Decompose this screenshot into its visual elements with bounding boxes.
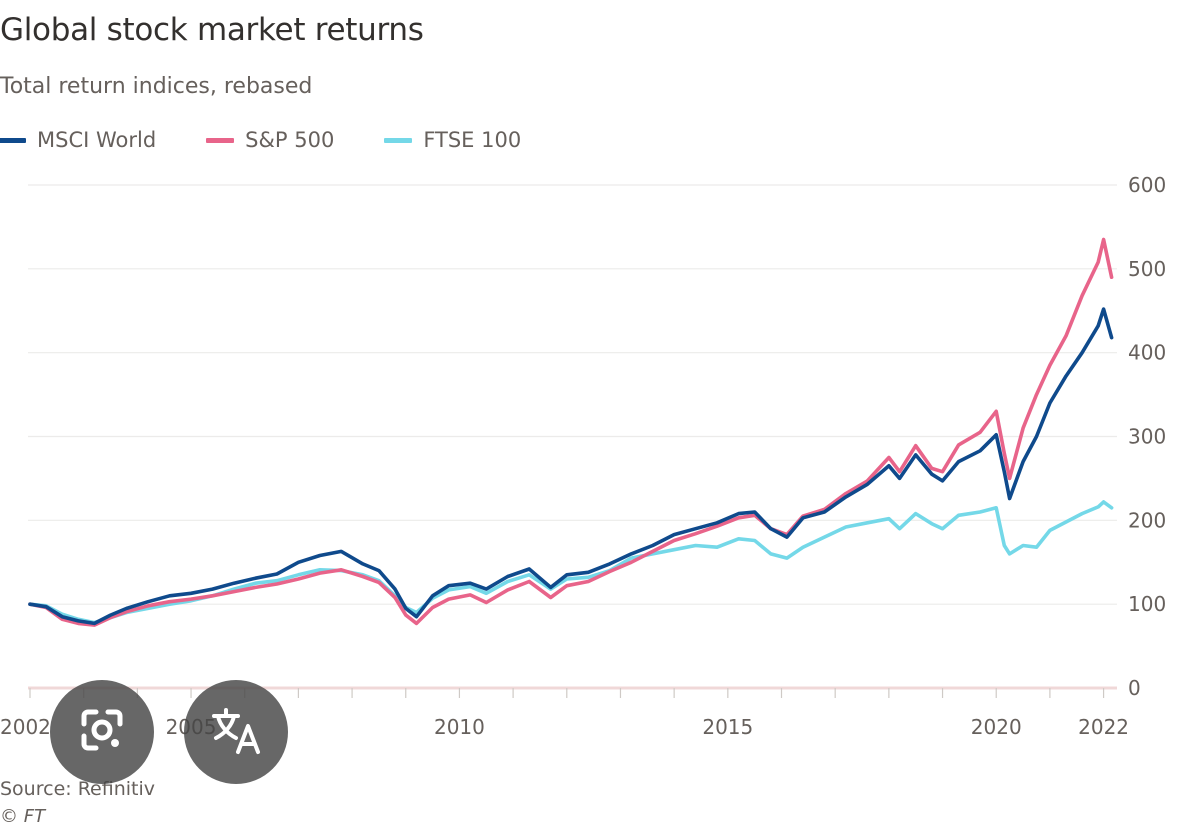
source-note: Source: Refinitiv bbox=[0, 778, 155, 800]
translate-button[interactable] bbox=[184, 680, 288, 784]
y-tick-label-0: 0 bbox=[1128, 676, 1141, 700]
copyright-credit: © FT bbox=[0, 806, 46, 827]
legend-swatch-sp-500 bbox=[206, 137, 235, 143]
series-line-s-p-500 bbox=[28, 237, 1114, 627]
translate-icon bbox=[208, 702, 264, 762]
x-tick-label-2002: 2002 bbox=[0, 715, 51, 739]
x-tick-label-2010: 2010 bbox=[434, 715, 485, 739]
legend-label-sp-500: S&P 500 bbox=[245, 128, 335, 152]
legend-item-ftse-100: FTSE 100 bbox=[384, 128, 521, 152]
legend-label-ftse-100: FTSE 100 bbox=[423, 128, 522, 152]
y-tick-label-300: 300 bbox=[1128, 425, 1166, 449]
legend-item-sp-500: S&P 500 bbox=[206, 128, 334, 152]
y-tick-label-100: 100 bbox=[1128, 592, 1166, 616]
x-tick-label-2022: 2022 bbox=[1078, 715, 1129, 739]
google-lens-icon bbox=[74, 702, 130, 762]
legend-swatch-ftse-100 bbox=[384, 137, 413, 143]
chart-legend: MSCI World S&P 500 FTSE 100 bbox=[0, 126, 571, 154]
google-lens-button[interactable] bbox=[50, 680, 154, 784]
y-tick-label-600: 600 bbox=[1128, 173, 1166, 197]
y-tick-label-500: 500 bbox=[1128, 257, 1166, 281]
chart-title: Global stock market returns bbox=[0, 12, 424, 48]
legend-swatch-msci-world bbox=[0, 137, 26, 143]
legend-item-msci-world: MSCI World bbox=[0, 128, 156, 152]
series-line-msci-world bbox=[28, 307, 1114, 626]
legend-label-msci-world: MSCI World bbox=[37, 128, 157, 152]
y-tick-label-400: 400 bbox=[1128, 341, 1166, 365]
x-tick-label-2020: 2020 bbox=[971, 715, 1022, 739]
y-tick-label-200: 200 bbox=[1128, 508, 1166, 532]
x-tick-label-2015: 2015 bbox=[702, 715, 753, 739]
chart-subtitle: Total return indices, rebased bbox=[0, 74, 313, 99]
